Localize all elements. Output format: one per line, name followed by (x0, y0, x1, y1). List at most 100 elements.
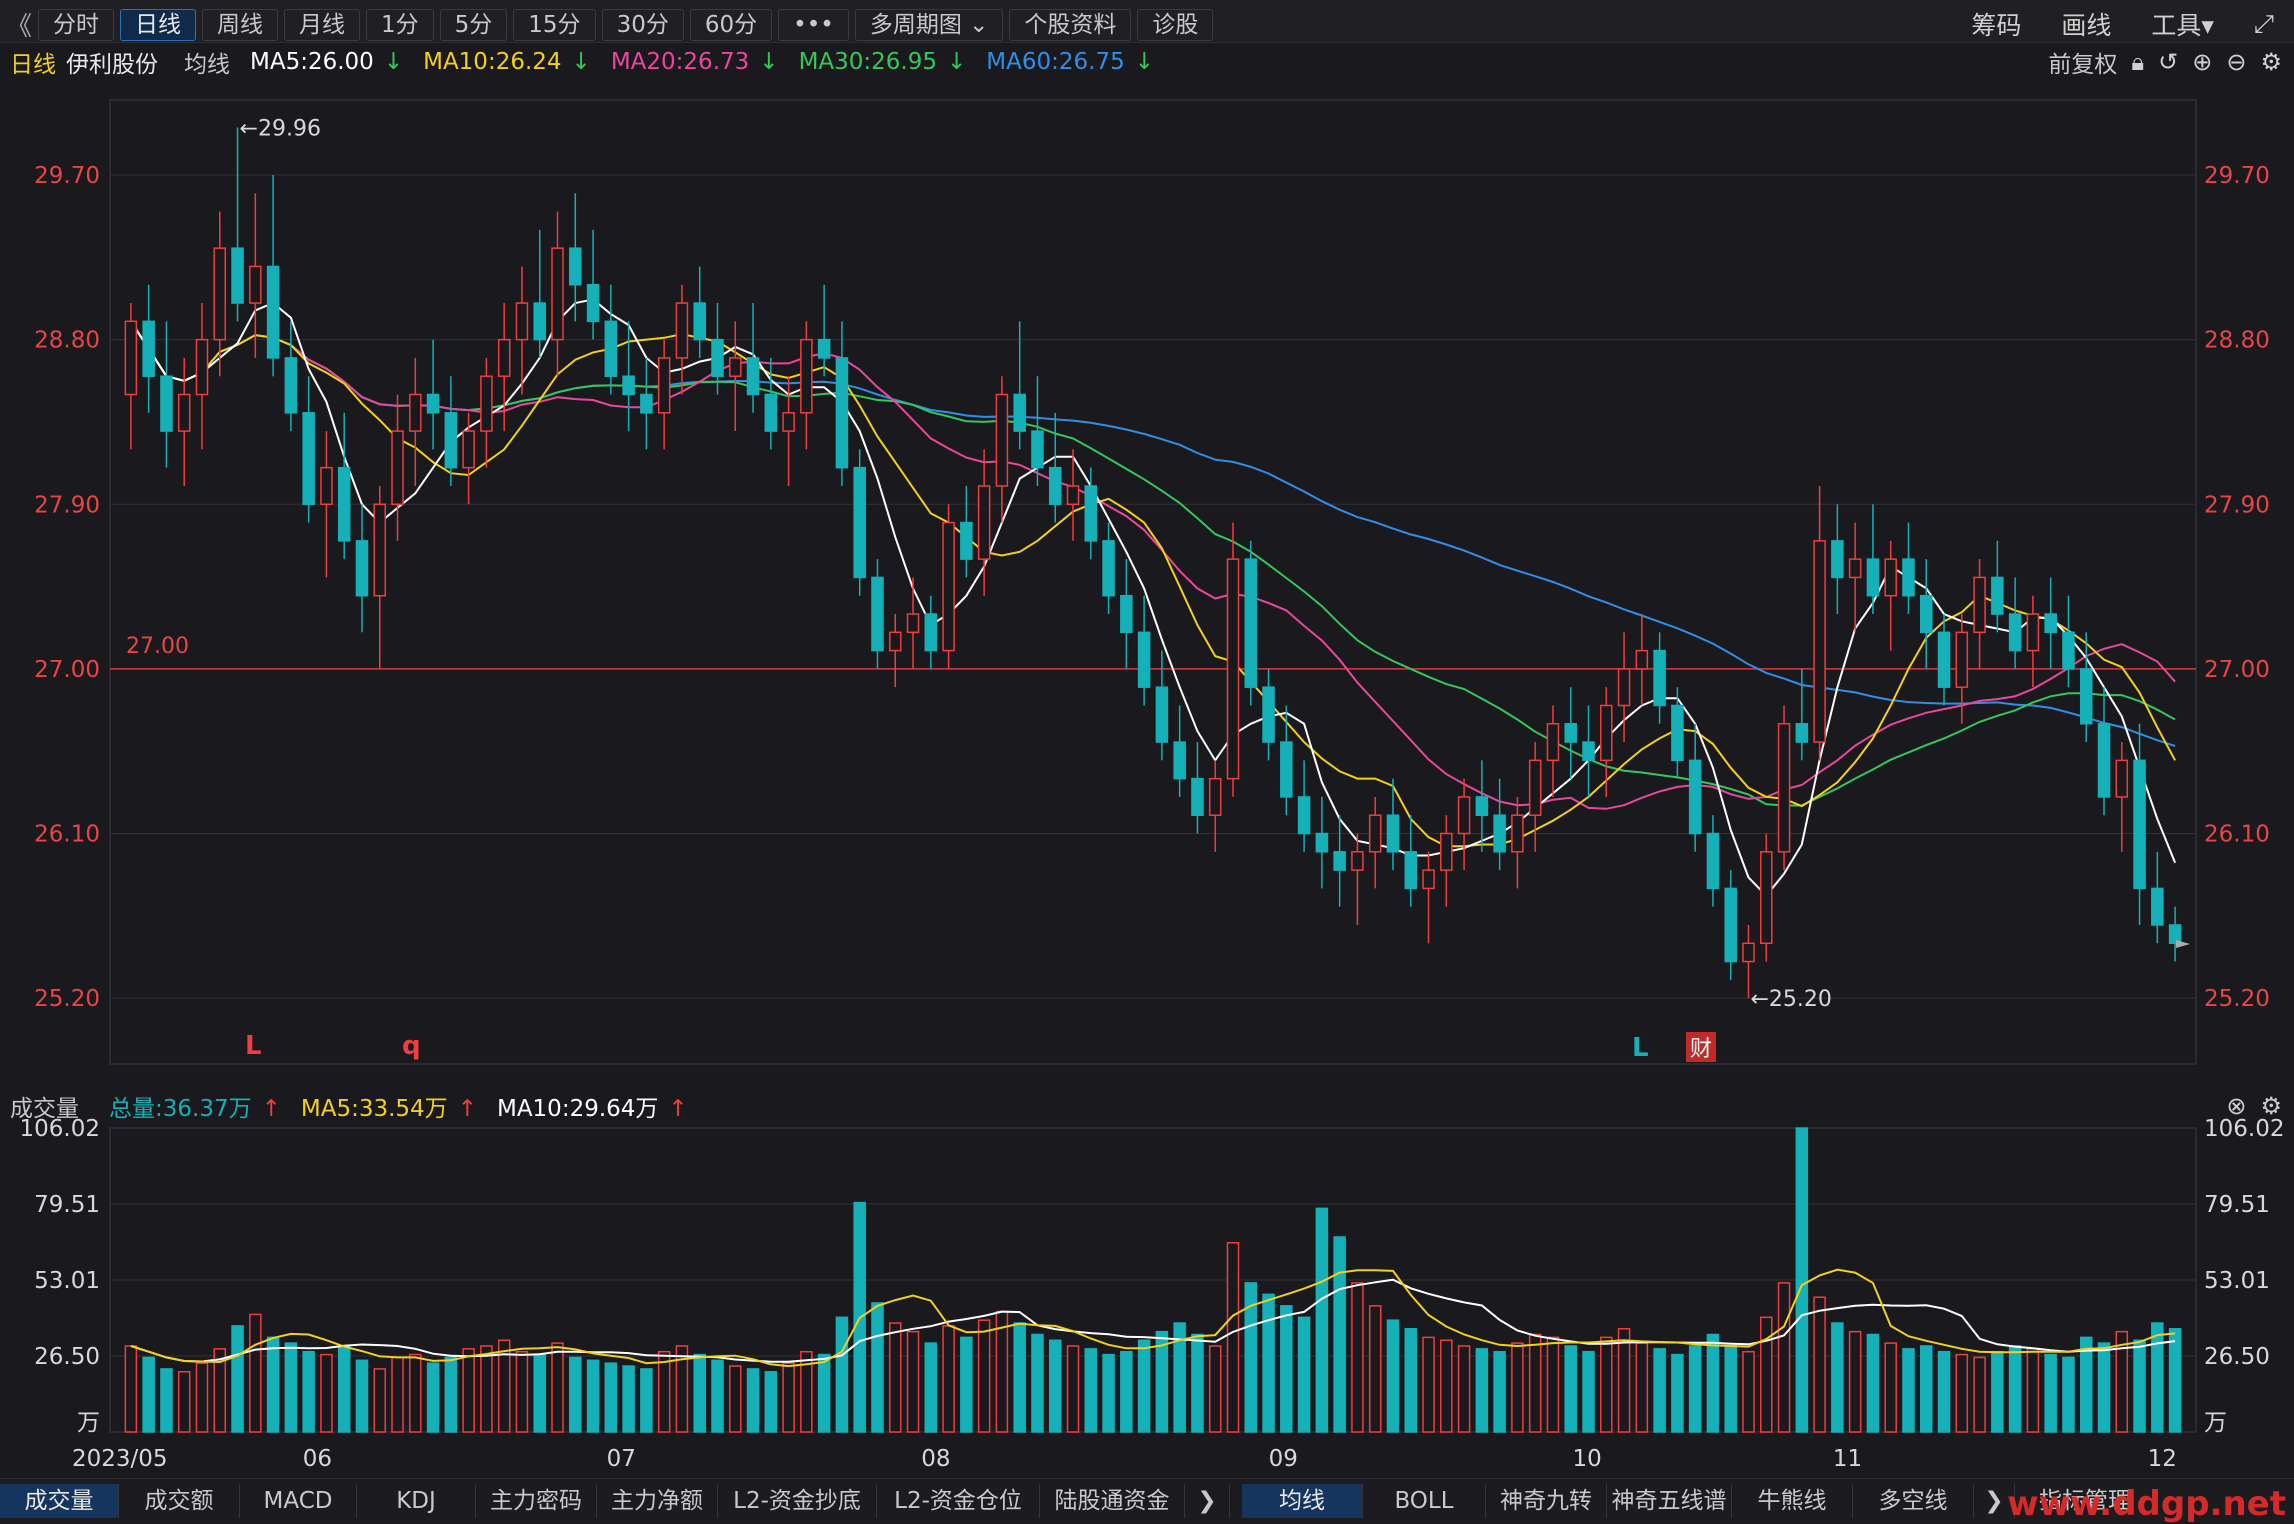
candle-body (195, 338, 209, 396)
adjust-mode-button[interactable]: 前复权 (2048, 52, 2118, 78)
tab-intraday[interactable]: 分时 (38, 8, 114, 41)
volume-bar (1368, 1305, 1382, 1433)
candle-body (675, 302, 689, 359)
undo-icon[interactable]: ↺ (2158, 48, 2179, 76)
candle (1208, 760, 1222, 852)
candle (533, 229, 546, 358)
expand-icon[interactable]: ⤢ (2253, 9, 2274, 38)
candle-body (1475, 796, 1489, 816)
tools-menu[interactable]: 工具▾ (2151, 11, 2214, 40)
candle (1440, 815, 1453, 907)
candle-body (409, 393, 422, 432)
volume-bar (1422, 1336, 1435, 1433)
indicator-tab-0[interactable]: 成交量 (0, 1483, 119, 1518)
price-tick-label-left: 27.90 (34, 492, 100, 518)
price-tick-label-right: 25.20 (2204, 986, 2270, 1012)
volume-bar (1333, 1236, 1346, 1433)
candle-body (995, 393, 1009, 487)
price-tick-label-right: 29.70 (2204, 163, 2270, 189)
candle (373, 485, 387, 669)
volume-bar (2044, 1353, 2057, 1433)
lock-icon[interactable]: 🔒︎ (2131, 48, 2145, 76)
tab-monthly[interactable]: 月线 (284, 8, 360, 41)
volume-bar (960, 1336, 973, 1433)
indicator-tab-8[interactable]: 陆股通资金 (1040, 1483, 1185, 1518)
overlay-tab-5[interactable]: 多空线 (1853, 1483, 1974, 1518)
indicator-tab-1[interactable]: 成交额 (119, 1483, 240, 1518)
candle (480, 357, 493, 468)
indicator-tab-4[interactable]: 主力密码 (476, 1483, 597, 1518)
candle-body (1600, 704, 1613, 762)
candle-body (2168, 924, 2182, 945)
ma-title[interactable]: 均线 (184, 52, 230, 78)
gear-icon[interactable]: ⚙ (2260, 48, 2282, 76)
price-tick-label-right: 26.10 (2204, 822, 2270, 848)
volume-bar (888, 1322, 902, 1433)
volume-unit-right: 万 (2204, 1410, 2227, 1436)
indicator-manage-button[interactable]: 指标管理 (2039, 1487, 2131, 1514)
volume-bar (1937, 1350, 1951, 1433)
indicator-tab-2[interactable]: MACD (240, 1483, 357, 1518)
tab-weekly[interactable]: 周线 (202, 8, 278, 41)
volume-tick-label-right: 26.50 (2204, 1344, 2270, 1370)
overlay-tab-0[interactable]: 均线 (1242, 1483, 1363, 1518)
candle (782, 376, 795, 486)
price-tick-label-right: 27.00 (2204, 657, 2270, 683)
ma20-value: MA20:26.73 ↓ (610, 49, 779, 75)
volume-bar (177, 1371, 191, 1433)
volume-total: 总量:36.37万 ↑ (109, 1096, 281, 1122)
plus-circle-icon[interactable]: ⊕ (2192, 48, 2213, 76)
candle-body (1991, 576, 2004, 615)
volume-bar (497, 1339, 511, 1433)
back-icon[interactable]: 《 (6, 12, 33, 42)
indicator-tab-5[interactable]: 主力净额 (597, 1483, 718, 1518)
draw-line-button[interactable]: 画线 (2061, 11, 2112, 40)
stock-profile-button[interactable]: 个股资料 (1009, 8, 1132, 41)
indicator-tab-3[interactable]: KDJ (357, 1483, 476, 1518)
candle (515, 266, 529, 395)
chevron-right-icon[interactable]: ❯ (1185, 1483, 1230, 1518)
close-icon[interactable]: ⊗ (2226, 1092, 2247, 1120)
tab-1min[interactable]: 1分 (366, 8, 434, 41)
overlay-tab-4[interactable]: 牛熊线 (1732, 1483, 1853, 1518)
candle-body (1813, 540, 1826, 743)
tab-30min[interactable]: 30分 (601, 8, 684, 41)
candle-body (1120, 594, 1133, 634)
chevron-right-icon[interactable]: ❯ (1974, 1483, 2015, 1518)
candle-body (533, 302, 546, 341)
tab-15min[interactable]: 15分 (513, 8, 596, 41)
volume-bar (1813, 1296, 1826, 1433)
volume-bar (729, 1365, 742, 1433)
volume-bar (835, 1316, 849, 1433)
volume-bar (1706, 1333, 1720, 1433)
overlay-tab-2[interactable]: 神奇九转 (1486, 1483, 1607, 1518)
overlay-tab-3[interactable]: 神奇五线谱 (1607, 1483, 1732, 1518)
candle-body (373, 503, 387, 597)
candle (622, 321, 635, 432)
volume-bar (1191, 1333, 1204, 1433)
candle-body (1777, 723, 1791, 853)
candle-body (160, 375, 173, 432)
more-periods-button[interactable]: ••• (778, 8, 849, 41)
diagnose-button[interactable]: 诊股 (1137, 8, 1214, 41)
candle (1671, 687, 1684, 779)
overlay-tab-1[interactable]: BOLL (1363, 1483, 1486, 1518)
candle (213, 211, 227, 377)
candle (551, 211, 564, 377)
tab-5min[interactable]: 5分 (439, 8, 508, 41)
volume-bar (1155, 1330, 1169, 1433)
minus-circle-icon[interactable]: ⊖ (2226, 48, 2247, 76)
tab-daily[interactable]: 日线 (120, 8, 196, 41)
candle-body (640, 393, 653, 414)
tab-60min[interactable]: 60分 (689, 8, 773, 41)
volume-bar (409, 1353, 422, 1433)
volume-bar (817, 1353, 831, 1433)
indicator-tab-7[interactable]: L2-资金仓位 (877, 1483, 1040, 1518)
candle-body (711, 338, 724, 377)
indicator-tab-6[interactable]: L2-资金抄底 (718, 1483, 877, 1518)
chips-button[interactable]: 筹码 (1971, 11, 2022, 40)
multi-period-button[interactable]: 多周期图 ⌄ (854, 8, 1004, 41)
gear-icon[interactable]: ⚙ (2260, 1092, 2282, 1120)
volume-bar (693, 1353, 706, 1433)
